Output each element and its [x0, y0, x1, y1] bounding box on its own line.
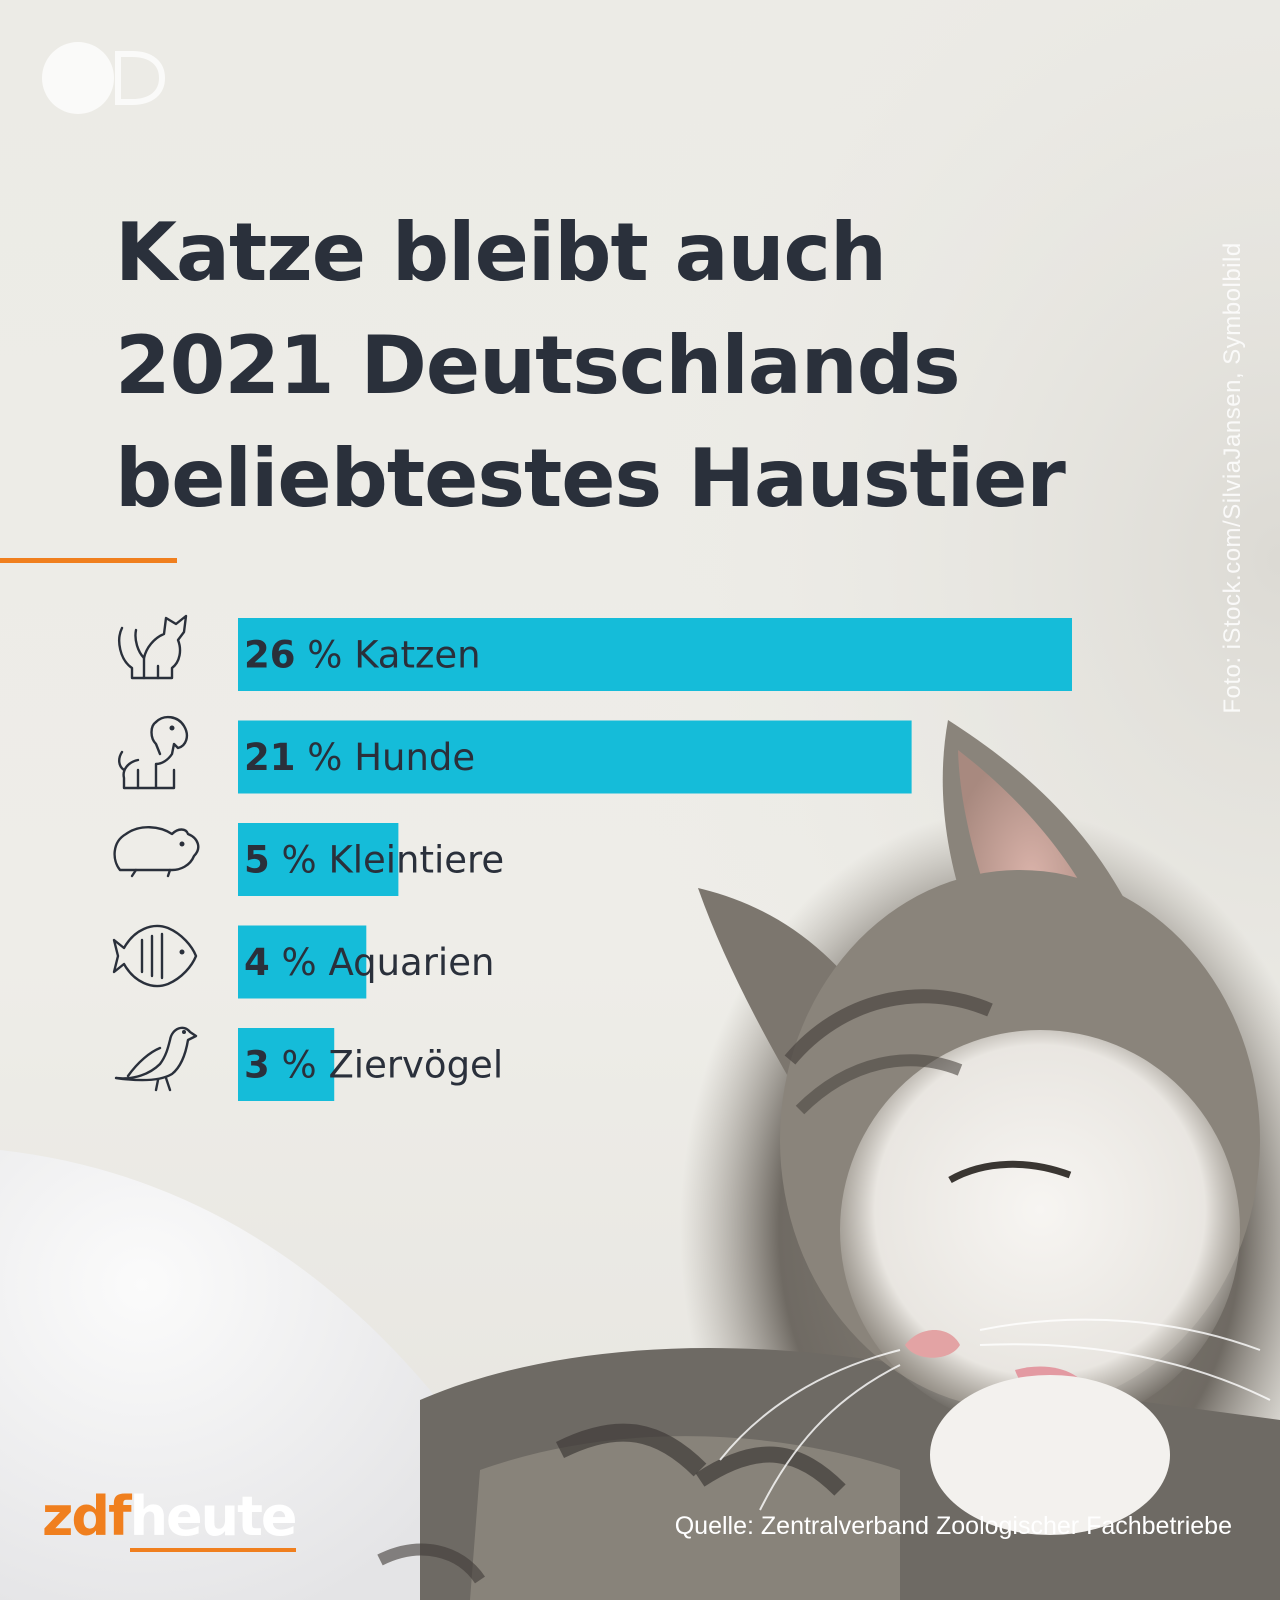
bars	[238, 618, 1072, 1101]
bar-label-kleintiere: 5 % Kleintiere	[244, 839, 504, 882]
brand-zdf: zdf	[42, 1485, 132, 1548]
zdfheute-logo: zdfheute	[42, 1485, 298, 1552]
bar-labels: 26 % Katzen 21 % Hunde 5 % Kleintiere 4 % A…	[244, 634, 504, 1087]
bar-hunde	[238, 720, 912, 794]
source-note: Quelle: Zentralverband Zoologischer Fach…	[674, 1512, 1232, 1540]
bar-aquarien	[238, 925, 367, 999]
bar-kleintiere	[238, 823, 399, 896]
bar-label-katzen: 26 % Katzen	[244, 634, 481, 677]
dog-icon	[118, 715, 189, 790]
bar-category: Ziervögel	[328, 1044, 503, 1087]
bird-icon	[114, 1026, 198, 1092]
headline: Katze bleibt auch 2021 Deutschlands beli…	[115, 196, 1115, 535]
bar-category: Kleintiere	[328, 839, 504, 882]
brand-heute: heute	[129, 1485, 298, 1552]
bar-category: Aquarien	[328, 941, 494, 984]
pet-icons	[112, 614, 200, 1092]
bar-ziervögel	[238, 1028, 335, 1101]
bar-unit: %	[270, 1044, 329, 1087]
bar-unit: %	[296, 634, 355, 677]
bar-unit: %	[270, 941, 329, 984]
bar-value: 5	[244, 839, 270, 882]
bar-category: Hunde	[354, 736, 475, 779]
bar-label-aquarien: 4 % Aquarien	[244, 941, 494, 984]
fish-icon	[112, 924, 198, 988]
bar-unit: %	[296, 736, 355, 779]
bar-value: 26	[244, 634, 296, 677]
bar-value: 4	[244, 941, 270, 984]
zdf-watermark-logo	[42, 42, 166, 114]
bar-label-ziervögel: 3 % Ziervögel	[244, 1044, 503, 1087]
bar-label-hunde: 21 % Hunde	[244, 736, 475, 779]
headline-line-2: 2021 Deutschlands	[115, 319, 961, 412]
headline-line-1: Katze bleibt auch	[115, 206, 887, 299]
accent-divider	[0, 558, 177, 563]
bar-category: Katzen	[354, 634, 480, 677]
bar-value: 21	[244, 736, 296, 779]
bar-katzen	[238, 618, 1072, 691]
headline-line-3: beliebtestes Haustier	[115, 432, 1066, 525]
bar-value: 3	[244, 1044, 270, 1087]
cat-icon	[118, 614, 188, 680]
bar-unit: %	[270, 839, 329, 882]
hamster-icon	[113, 826, 200, 878]
